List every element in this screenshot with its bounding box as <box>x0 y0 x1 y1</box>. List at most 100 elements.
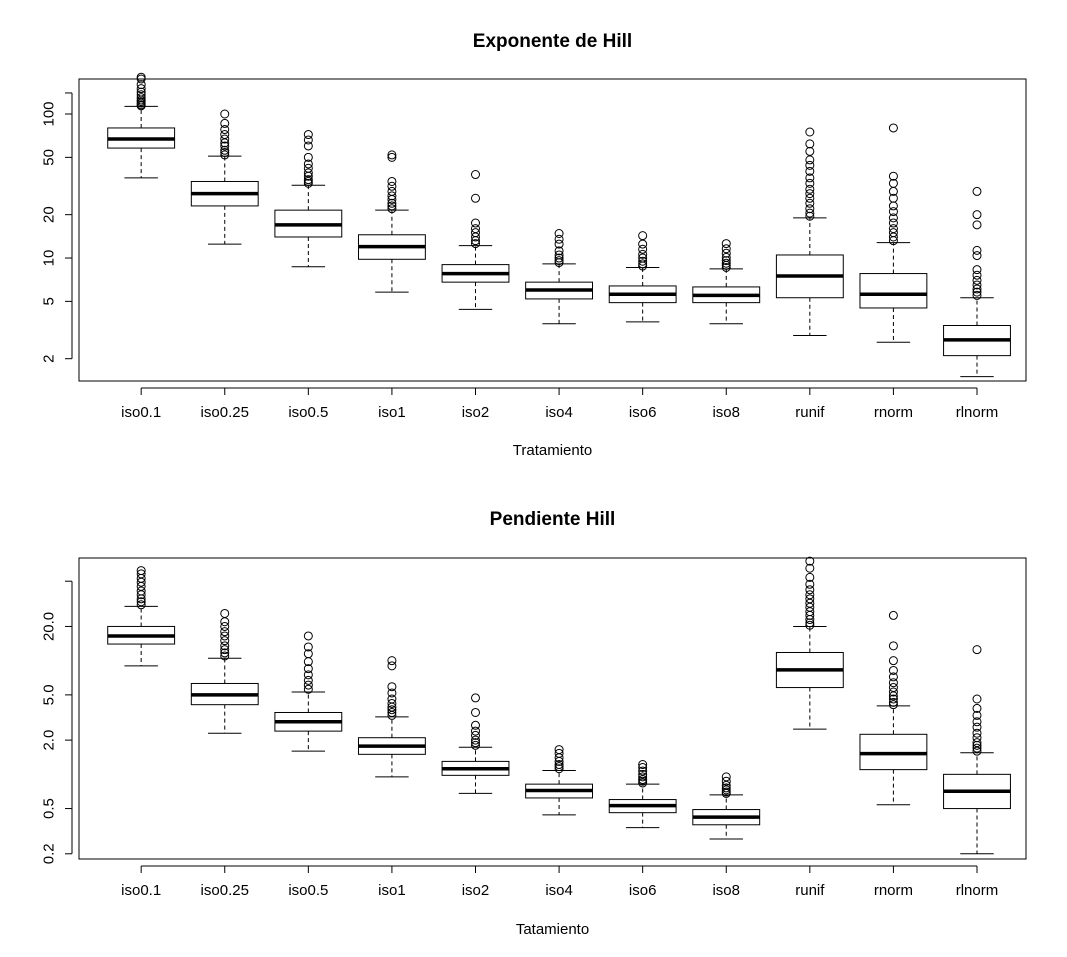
y-tick-label: 5 <box>41 297 58 305</box>
outlier-point <box>972 287 982 297</box>
outlier-point <box>638 253 648 263</box>
outlier-point <box>805 189 815 199</box>
x-tick-label: iso0.5 <box>288 882 328 899</box>
outlier-point <box>721 252 731 262</box>
outlier-point <box>220 125 230 135</box>
outlier-point <box>972 245 982 255</box>
outlier-point <box>888 656 898 666</box>
x-tick-label: iso1 <box>378 882 406 899</box>
outlier-point <box>220 130 230 140</box>
chart-title: Pendiente Hill <box>490 509 616 530</box>
outlier-point <box>972 186 982 196</box>
outlier-point <box>972 645 982 655</box>
box-iso1 <box>357 150 426 293</box>
outlier-point <box>972 733 982 743</box>
outlier-point <box>972 210 982 220</box>
outlier-point <box>554 762 564 772</box>
outlier-point <box>805 590 815 600</box>
outlier-point <box>805 594 815 604</box>
outlier-point <box>387 688 397 698</box>
outlier-point <box>387 152 397 162</box>
x-tick-label: rnorm <box>874 882 913 899</box>
outlier-point <box>972 284 982 294</box>
x-tick-label: runif <box>795 404 825 421</box>
outlier-point <box>888 201 898 211</box>
outlier-point <box>470 228 480 238</box>
outlier-point <box>220 631 230 641</box>
outlier-point <box>888 171 898 181</box>
box-iqr <box>859 273 928 309</box>
x-tick-label: iso6 <box>629 882 657 899</box>
outlier-point <box>805 585 815 595</box>
outlier-point <box>805 620 815 630</box>
x-tick-label: rlnorm <box>956 882 999 899</box>
box-iso0.25 <box>190 608 259 734</box>
x-axis-label: Tatamiento <box>516 921 589 938</box>
x-tick-label: rlnorm <box>956 404 999 421</box>
outlier-point <box>220 645 230 655</box>
outlier-point <box>387 694 397 704</box>
x-tick-label: runif <box>795 882 825 899</box>
box-runif <box>775 556 844 730</box>
outlier-point <box>888 697 898 707</box>
x-tick-label: iso8 <box>712 404 740 421</box>
outlier-point <box>387 698 397 708</box>
outlier-point <box>387 191 397 201</box>
outlier-point <box>136 586 146 596</box>
outlier-point <box>303 680 313 690</box>
outlier-point <box>303 649 313 659</box>
outlier-point <box>805 184 815 194</box>
outlier-point <box>220 641 230 651</box>
outlier-point <box>888 178 898 188</box>
y-tick-label: 50 <box>41 149 58 166</box>
x-tick-label: iso1 <box>378 404 406 421</box>
outlier-point <box>470 735 480 745</box>
outlier-point <box>721 772 731 782</box>
y-tick-label: 5.0 <box>41 684 58 705</box>
outlier-point <box>888 694 898 704</box>
outlier-point <box>303 664 313 674</box>
outlier-point <box>387 176 397 186</box>
outlier-point <box>136 93 146 103</box>
box-iso1 <box>357 656 426 778</box>
x-tick-label: iso0.1 <box>121 404 161 421</box>
outlier-point <box>638 249 648 259</box>
outlier-point <box>721 239 731 249</box>
outlier-point <box>805 193 815 203</box>
outlier-point <box>303 163 313 173</box>
box-iso4 <box>525 229 594 325</box>
outlier-point <box>303 152 313 162</box>
outlier-point <box>303 130 313 140</box>
outlier-point <box>470 726 480 736</box>
outlier-point <box>638 760 648 770</box>
outlier-point <box>721 787 731 797</box>
outlier-point <box>470 218 480 228</box>
outlier-point <box>888 683 898 693</box>
outlier-point <box>888 678 898 688</box>
chart-panel-1: Exponente de Hill Tratamiento 2 5 10 20 50 100 i… <box>41 31 1027 459</box>
outlier-point <box>972 251 982 261</box>
box-iso0.1 <box>107 566 176 667</box>
outlier-point <box>888 193 898 203</box>
outlier-point <box>554 229 564 239</box>
outlier-point <box>470 693 480 703</box>
x-tick-label: iso4 <box>545 404 573 421</box>
outlier-point <box>888 687 898 697</box>
x-tick-label: iso2 <box>462 882 490 899</box>
outlier-point <box>805 173 815 183</box>
outlier-point <box>972 728 982 738</box>
outlier-point <box>721 256 731 266</box>
outlier-point <box>303 135 313 145</box>
outlier-point <box>638 772 648 782</box>
outlier-point <box>888 610 898 620</box>
box-iso2 <box>441 693 510 794</box>
outlier-point <box>136 566 146 576</box>
outlier-point <box>220 109 230 119</box>
box-rlnorm <box>943 186 1011 378</box>
outlier-point <box>220 118 230 128</box>
box-rlnorm <box>943 645 1011 855</box>
outlier-point <box>387 661 397 671</box>
box-iso0.5 <box>274 130 343 268</box>
box-iso0.1 <box>107 72 176 179</box>
outlier-point <box>303 642 313 652</box>
